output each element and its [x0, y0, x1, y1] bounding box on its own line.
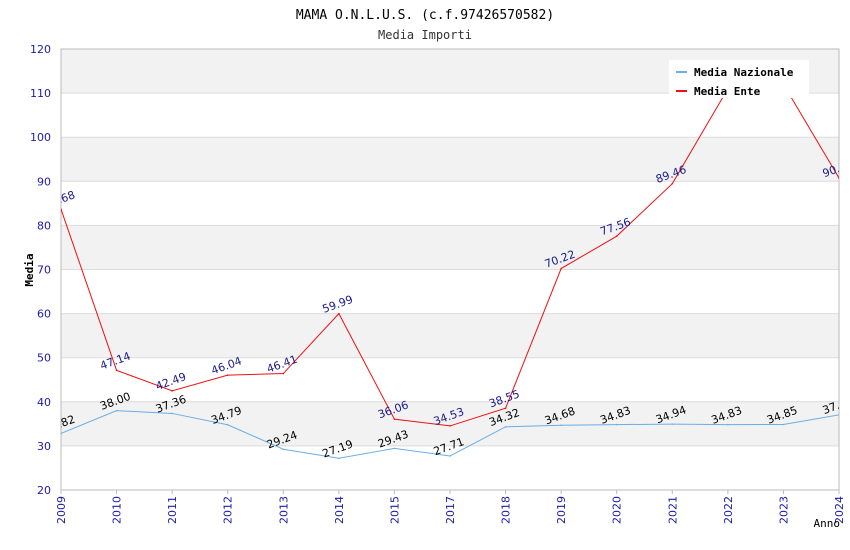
data-point — [226, 374, 229, 376]
x-tick-label: 2009 — [55, 496, 68, 524]
grid-band — [61, 357, 839, 402]
y-tick-label: 40 — [37, 396, 51, 409]
grid-band — [61, 225, 839, 270]
data-point — [560, 424, 562, 427]
x-tick-label: 2011 — [166, 496, 179, 524]
data-point — [393, 418, 396, 420]
data-point — [449, 425, 451, 427]
series-layer — [61, 83, 839, 460]
x-axis: 2009 2010 2011 2012 2013 2014 2015 2017 2018 2019… — [55, 490, 846, 524]
grid-band — [61, 181, 839, 226]
y-axis-title: Media — [23, 253, 36, 286]
x-tick-label: 2015 — [388, 496, 401, 524]
data-point — [727, 423, 729, 426]
data-point — [504, 426, 507, 428]
grid-band — [61, 313, 839, 358]
x-tick-label: 2017 — [444, 496, 457, 524]
data-point — [449, 455, 451, 457]
y-tick-label: 20 — [37, 484, 51, 497]
y-tick-label: 60 — [37, 308, 51, 321]
x-tick-label: 2014 — [333, 496, 346, 524]
data-point — [671, 423, 674, 425]
data-point — [560, 267, 562, 270]
data-point — [615, 235, 618, 237]
x-tick-label: 2013 — [277, 496, 290, 524]
data-point — [61, 208, 62, 210]
data-point — [61, 432, 62, 435]
y-tick-label: 30 — [37, 440, 51, 453]
y-tick-label: 90 — [37, 175, 51, 188]
legend-label: Media Ente — [694, 85, 761, 98]
data-point — [115, 369, 118, 372]
data-point — [838, 414, 839, 416]
data-point — [504, 407, 507, 409]
legend-label: Media Nazionale — [694, 66, 794, 79]
chart-title: MAMA O.N.L.U.S. (c.f.97426570582) — [296, 8, 554, 23]
data-point — [338, 457, 340, 460]
grid-band — [61, 137, 839, 182]
grid-band — [61, 269, 839, 314]
x-tick-label: 2020 — [611, 496, 624, 524]
x-tick-label: 2012 — [222, 496, 235, 524]
x-tick-label: 2018 — [500, 496, 513, 524]
x-tick-label: 2022 — [722, 496, 735, 524]
y-tick-label: 80 — [37, 219, 51, 232]
data-point — [282, 372, 285, 375]
y-tick-label: 110 — [30, 87, 51, 100]
data-point — [282, 448, 285, 451]
data-point — [671, 182, 674, 185]
grid-band — [61, 445, 839, 490]
x-axis-title: Anno — [814, 517, 841, 530]
x-tick-label: 2024 — [833, 496, 846, 524]
data-point — [615, 423, 618, 426]
y-tick-label: 70 — [37, 264, 51, 277]
grid-band — [61, 93, 839, 138]
data-point — [171, 412, 173, 415]
y-axis: 20 30 40 50 60 70 80 90 100 110 120 — [30, 43, 51, 497]
y-tick-label: 100 — [30, 131, 51, 144]
data-point — [171, 390, 173, 392]
x-tick-label: 2019 — [555, 496, 568, 524]
y-tick-label: 50 — [37, 352, 51, 365]
y-tick-label: 120 — [30, 43, 51, 56]
legend: Media Nazionale Media Ente — [669, 60, 809, 98]
x-tick-label: 2021 — [666, 496, 679, 524]
data-point — [393, 447, 396, 450]
data-point — [782, 423, 785, 426]
legend-box — [669, 60, 809, 98]
data-point — [115, 409, 118, 412]
chart-subtitle: Media Importi — [378, 28, 472, 42]
data-point — [226, 423, 229, 426]
data-point — [338, 312, 340, 315]
x-tick-label: 2023 — [777, 496, 790, 524]
plot-background — [60, 48, 840, 491]
grid-band — [61, 401, 839, 446]
x-tick-label: 2010 — [111, 496, 124, 524]
data-point — [838, 177, 839, 179]
